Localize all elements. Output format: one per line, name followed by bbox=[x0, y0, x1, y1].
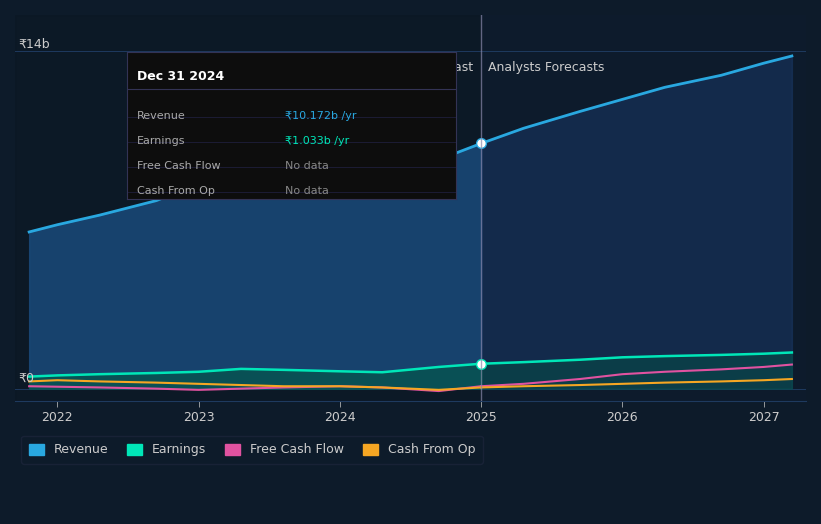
Text: No data: No data bbox=[285, 186, 328, 196]
Text: Analysts Forecasts: Analysts Forecasts bbox=[488, 61, 604, 74]
Text: ₹10.172b /yr: ₹10.172b /yr bbox=[285, 111, 356, 121]
Text: Revenue: Revenue bbox=[137, 111, 186, 121]
Text: Past: Past bbox=[448, 61, 474, 74]
Text: ₹0: ₹0 bbox=[18, 372, 34, 385]
Text: Earnings: Earnings bbox=[137, 136, 186, 146]
Text: ₹1.033b /yr: ₹1.033b /yr bbox=[285, 136, 349, 146]
Text: Free Cash Flow: Free Cash Flow bbox=[137, 161, 221, 171]
Text: Dec 31 2024: Dec 31 2024 bbox=[137, 70, 224, 83]
Text: No data: No data bbox=[285, 161, 328, 171]
Legend: Revenue, Earnings, Free Cash Flow, Cash From Op: Revenue, Earnings, Free Cash Flow, Cash … bbox=[21, 436, 483, 464]
Bar bbox=[481, 15, 806, 401]
Text: ₹14b: ₹14b bbox=[18, 38, 49, 51]
Bar bbox=[15, 15, 481, 401]
Text: Cash From Op: Cash From Op bbox=[137, 186, 215, 196]
